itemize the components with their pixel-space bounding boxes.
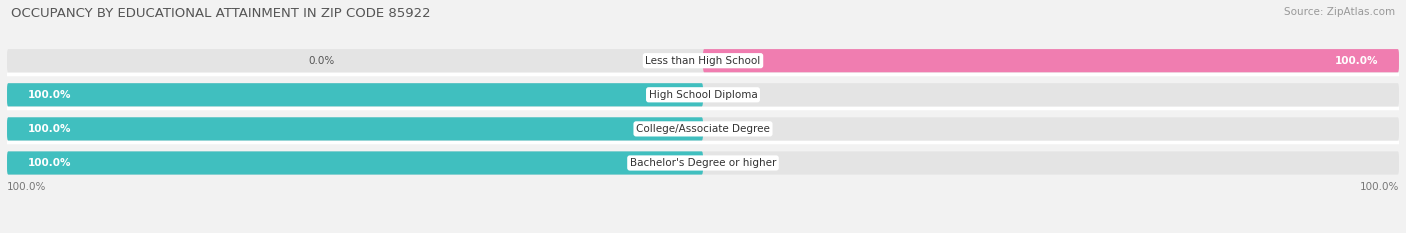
Text: 0.0%: 0.0%	[724, 90, 751, 100]
Text: 100.0%: 100.0%	[28, 124, 72, 134]
FancyBboxPatch shape	[7, 117, 703, 140]
Text: 100.0%: 100.0%	[28, 158, 72, 168]
FancyBboxPatch shape	[7, 83, 1399, 106]
Text: 100.0%: 100.0%	[1334, 56, 1378, 66]
Text: 0.0%: 0.0%	[724, 124, 751, 134]
FancyBboxPatch shape	[7, 151, 1399, 175]
Text: 0.0%: 0.0%	[724, 158, 751, 168]
FancyBboxPatch shape	[7, 49, 1399, 72]
Text: OCCUPANCY BY EDUCATIONAL ATTAINMENT IN ZIP CODE 85922: OCCUPANCY BY EDUCATIONAL ATTAINMENT IN Z…	[11, 7, 430, 20]
Text: College/Associate Degree: College/Associate Degree	[636, 124, 770, 134]
Text: Less than High School: Less than High School	[645, 56, 761, 66]
Text: 100.0%: 100.0%	[1360, 182, 1399, 192]
Text: High School Diploma: High School Diploma	[648, 90, 758, 100]
Text: 100.0%: 100.0%	[28, 90, 72, 100]
Text: 100.0%: 100.0%	[7, 182, 46, 192]
FancyBboxPatch shape	[7, 117, 1399, 140]
FancyBboxPatch shape	[703, 49, 1399, 72]
Legend: Owner-occupied, Renter-occupied: Owner-occupied, Renter-occupied	[588, 230, 818, 233]
Text: Bachelor's Degree or higher: Bachelor's Degree or higher	[630, 158, 776, 168]
FancyBboxPatch shape	[7, 83, 703, 106]
FancyBboxPatch shape	[7, 151, 703, 175]
Text: Source: ZipAtlas.com: Source: ZipAtlas.com	[1284, 7, 1395, 17]
Text: 0.0%: 0.0%	[308, 56, 335, 66]
